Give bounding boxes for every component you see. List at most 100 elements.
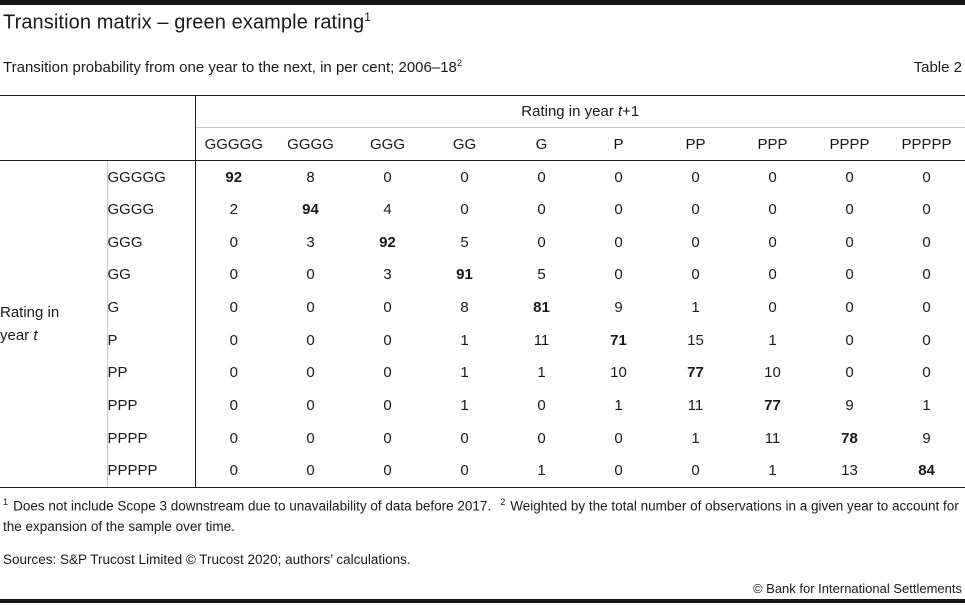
- bottom-rule: [0, 599, 965, 603]
- table-number-label: Table 2: [913, 59, 962, 76]
- matrix-cell: 0: [383, 429, 392, 447]
- matrix-cell: 0: [537, 233, 546, 251]
- matrix-cell: 0: [691, 201, 700, 219]
- footnote-2-text: Weighted by the total number of observat…: [3, 498, 959, 534]
- matrix-cell: 0: [845, 331, 854, 349]
- table-subtitle: Transition probability from one year to …: [3, 58, 462, 76]
- matrix-cell: 1: [460, 364, 469, 382]
- matrix-cell: 0: [460, 201, 469, 219]
- matrix-col-header: P: [580, 127, 657, 161]
- matrix-row-label: PP: [107, 356, 196, 390]
- matrix-cell: 8: [306, 168, 315, 186]
- matrix-cell: 92: [379, 233, 396, 251]
- matrix-cell: 1: [922, 397, 931, 415]
- matrix-row-label: PPP: [107, 389, 196, 422]
- matrix-cell: 0: [614, 429, 623, 447]
- matrix-cell: 9: [922, 429, 931, 447]
- matrix-cell: 0: [845, 233, 854, 251]
- footnote-2-marker: 2: [500, 497, 506, 507]
- matrix-cell: 13: [811, 454, 888, 488]
- matrix-row-label: G: [107, 291, 196, 324]
- matrix-cell: 1: [503, 454, 580, 488]
- matrix-cell: 0: [768, 266, 777, 284]
- bis-copyright: © Bank for International Settlements: [752, 581, 962, 596]
- matrix-row: PP 0 0 0 1 1 10 77 10 0 0: [0, 356, 965, 390]
- matrix-cell: 0: [614, 201, 623, 219]
- matrix-row: PPP 0 0 0 1 0 1 11 77 9 1: [0, 389, 965, 422]
- matrix-cell: 71: [610, 331, 627, 349]
- sources-line: Sources: S&P Trucost Limited © Trucost 2…: [3, 552, 411, 567]
- matrix-cell: 1: [537, 364, 546, 382]
- matrix-cell: 0: [922, 201, 931, 219]
- matrix-cell: 0: [691, 233, 700, 251]
- matrix-cell: 0: [845, 201, 854, 219]
- matrix-col-header: GGG: [349, 127, 426, 161]
- matrix-cell: 0: [229, 397, 238, 415]
- matrix-col-header: PP: [657, 127, 734, 161]
- matrix-col-header-row: GGGGG GGGG GGG GG G P PP PPP PPPP PPPPP: [0, 127, 965, 161]
- matrix-row-label: PPPP: [107, 422, 196, 455]
- matrix-cell: 0: [614, 233, 623, 251]
- matrix-row: P 0 0 0 1 11 71 15 1 0 0: [0, 323, 965, 357]
- matrix-cell: 0: [691, 168, 700, 186]
- matrix-cell: 11: [764, 429, 781, 447]
- col-group-header-prefix: Rating in year: [521, 103, 618, 120]
- matrix-cell: 1: [691, 429, 700, 447]
- matrix-col-header: PPPPP: [888, 127, 965, 161]
- matrix-cell: 0: [306, 266, 315, 284]
- matrix-cell: 0: [426, 454, 503, 488]
- matrix-cell: 0: [306, 331, 315, 349]
- matrix-cell: 0: [383, 397, 392, 415]
- matrix-cell: 0: [614, 266, 623, 284]
- page-title-footnote-marker: 1: [364, 10, 371, 24]
- matrix-row-label: P: [107, 323, 196, 357]
- matrix-row-label: PPPPP: [107, 454, 196, 488]
- matrix-cell: 0: [768, 299, 777, 317]
- matrix-cell: 0: [922, 364, 931, 382]
- matrix-cell: 3: [306, 233, 315, 251]
- col-group-header: Rating in year t+1: [195, 95, 965, 128]
- matrix-cell: 0: [537, 397, 546, 415]
- footnote-1-text: Does not include Scope 3 downstream due …: [13, 498, 492, 514]
- matrix-cell: 0: [229, 331, 238, 349]
- matrix-body: Rating in year t GGGGG 92 8 0 0 0 0 0 0 0 0 GGGG 2 94 4 0…: [0, 160, 965, 488]
- matrix-cell: 0: [537, 429, 546, 447]
- matrix-cell: 94: [302, 201, 319, 219]
- matrix-cell: 0: [383, 299, 392, 317]
- matrix-cell: 1: [768, 331, 777, 349]
- matrix-cell: 0: [306, 299, 315, 317]
- matrix-cell: 5: [460, 233, 469, 251]
- matrix-cell: 11: [687, 397, 704, 415]
- footnote-1-marker: 1: [3, 497, 9, 507]
- matrix-cell: 0: [229, 429, 238, 447]
- matrix-cell: 0: [845, 364, 854, 382]
- matrix-cell: 91: [456, 266, 473, 284]
- matrix-row-label: GGGG: [107, 193, 196, 226]
- matrix-cell: 1: [734, 454, 811, 488]
- matrix-span-header-row: Rating in year t+1: [0, 95, 965, 128]
- matrix-row-label: GGGGG: [107, 160, 196, 194]
- matrix-cell: 1: [614, 397, 623, 415]
- matrix-cell: 77: [687, 364, 704, 382]
- matrix-corner-cell: [0, 95, 196, 128]
- matrix-cell: 81: [533, 299, 550, 317]
- matrix-cell: 0: [229, 299, 238, 317]
- matrix-cell: 10: [610, 364, 627, 382]
- matrix-cell: 0: [691, 266, 700, 284]
- matrix-col-header: PPP: [734, 127, 811, 161]
- matrix-cell: 0: [229, 364, 238, 382]
- top-rule: [0, 0, 965, 5]
- matrix-cell: 0: [460, 429, 469, 447]
- matrix-cell: 0: [306, 429, 315, 447]
- matrix-cell: 11: [533, 331, 550, 349]
- matrix-cell: 0: [537, 168, 546, 186]
- matrix-cell: 0: [349, 454, 426, 488]
- matrix-cell: 9: [845, 397, 854, 415]
- matrix-cell: 15: [687, 331, 704, 349]
- matrix-row: Rating in year t GGGGG 92 8 0 0 0 0 0 0 0 0: [0, 160, 965, 488]
- matrix-cell: 5: [537, 266, 546, 284]
- matrix-cell: 0: [768, 168, 777, 186]
- matrix-row: GGGG 2 94 4 0 0 0 0 0 0 0: [0, 193, 965, 226]
- matrix-cell: 4: [383, 201, 392, 219]
- matrix-cell: 84: [888, 454, 965, 488]
